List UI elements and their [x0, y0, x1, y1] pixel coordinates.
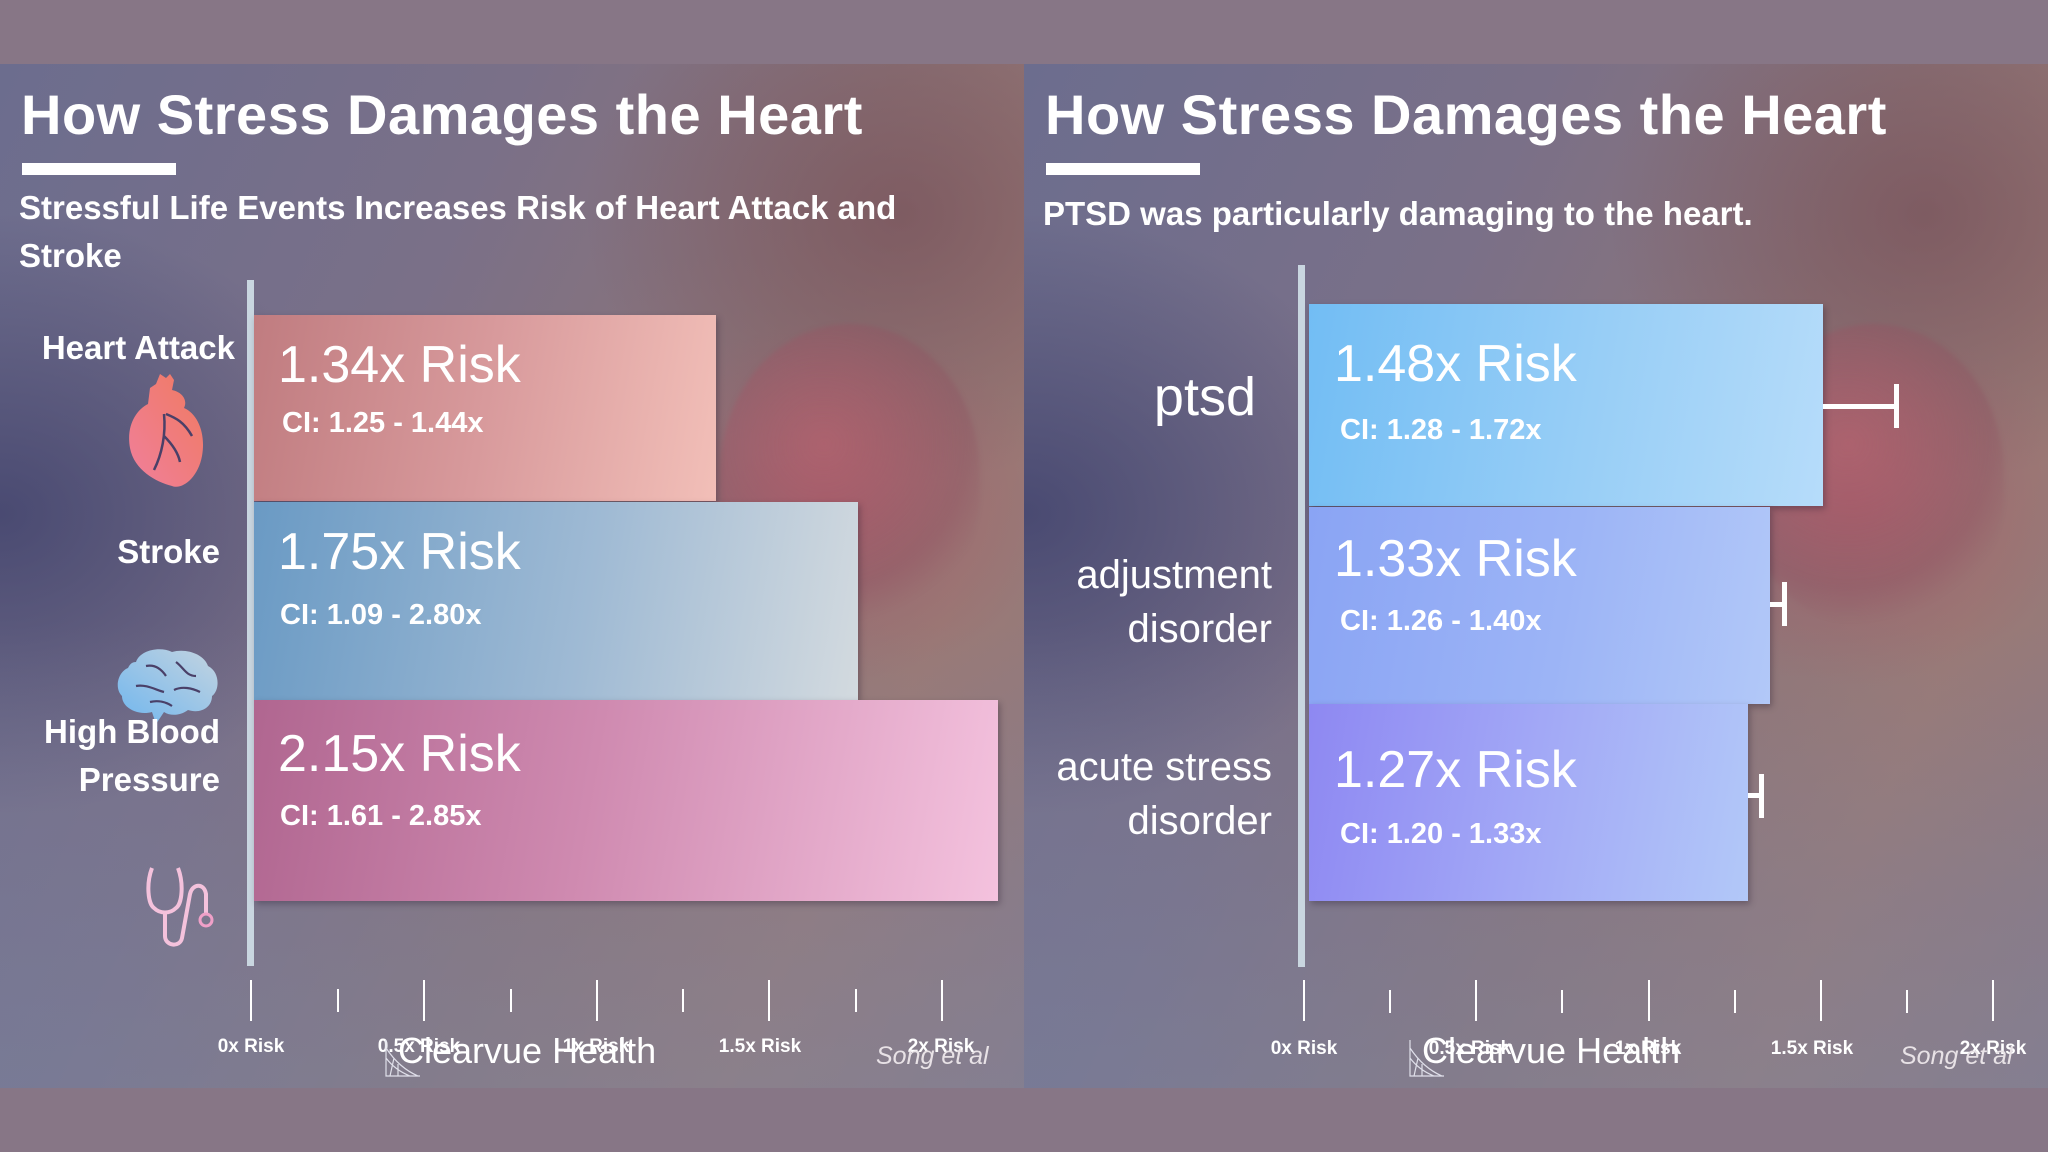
stethoscope-icon — [146, 867, 214, 947]
x-tick-label: 1x Risk — [562, 1036, 630, 1057]
x-tick-label: 2x Risk — [1959, 1038, 2027, 1059]
risk-label: 1.75x Risk — [278, 523, 521, 581]
risk-label: 1.33x Risk — [1334, 530, 1577, 588]
category-label-acute-stress-disorder: acute stress disorder — [1024, 740, 1272, 848]
error-bar-acute — [1748, 793, 1764, 798]
citation: Song et al — [876, 1042, 989, 1070]
category-label-line2: disorder — [1127, 799, 1272, 843]
error-bar-cap-adjustment — [1782, 582, 1787, 626]
x-tick-label: 2x Risk — [907, 1036, 975, 1057]
clearvue-logo-icon — [1409, 1040, 1444, 1077]
x-tick-label: 0.5x Risk — [377, 1036, 461, 1057]
ci-label: CI: 1.20 - 1.33x — [1340, 818, 1542, 850]
bar-adjustment-disorder: 1.33x Risk CI: 1.26 - 1.40x — [1309, 507, 1770, 704]
x-tick-label: 1x Risk — [1614, 1038, 1682, 1059]
chart-title: How Stress Damages the Heart — [21, 83, 863, 146]
bar-stroke: 1.75x Risk CI: 1.09 - 2.80x — [254, 502, 858, 700]
category-label-line1: adjustment — [1076, 553, 1272, 597]
brand-name: Clearvue Health — [398, 1030, 657, 1071]
ci-label: CI: 1.25 - 1.44x — [282, 407, 484, 439]
x-tick-label: 0.5x Risk — [1428, 1038, 1512, 1059]
risk-label: 1.34x Risk — [278, 336, 521, 394]
right-chart-panel: How Stress Damages the Heart PTSD was pa… — [1024, 64, 2048, 1088]
category-label-adjustment-disorder: adjustment disorder — [1024, 548, 1272, 656]
bar-high-blood-pressure: 2.15x Risk CI: 1.61 - 2.85x — [254, 700, 998, 901]
x-tick-label: 1.5x Risk — [1770, 1038, 1854, 1059]
y-axis-line — [1298, 265, 1305, 967]
error-bar-ptsd — [1823, 404, 1899, 409]
major-tick — [1475, 980, 1477, 1021]
brand-name: Clearvue Health — [1422, 1030, 1681, 1071]
error-bar-cap-ptsd — [1894, 384, 1899, 428]
major-tick — [1820, 980, 1822, 1021]
bar-heart-attack: 1.34x Risk CI: 1.25 - 1.44x — [254, 315, 716, 501]
chart-subtitle: PTSD was particularly damaging to the he… — [1043, 195, 1753, 232]
major-tick — [768, 980, 770, 1021]
minor-tick — [682, 989, 684, 1012]
error-bar-adjustment — [1770, 602, 1787, 607]
chart-subtitle: Stressful Life Events Increases Risk of … — [19, 189, 897, 274]
brain-icon — [117, 649, 218, 724]
minor-tick — [1389, 990, 1391, 1013]
ci-label: CI: 1.26 - 1.40x — [1340, 605, 1542, 637]
x-tick-label: 1.5x Risk — [718, 1036, 802, 1057]
major-tick — [250, 980, 252, 1021]
x-tick-label: 0x Risk — [217, 1036, 285, 1057]
ci-label: CI: 1.28 - 1.72x — [1340, 414, 1542, 446]
category-label-heart-attack: Heart Attack — [41, 329, 235, 366]
major-tick — [941, 980, 943, 1021]
ci-label: CI: 1.61 - 2.85x — [280, 800, 482, 832]
y-axis-line — [247, 280, 254, 966]
error-bar-cap-acute — [1759, 774, 1764, 818]
clearvue-logo-icon — [385, 1040, 420, 1077]
ci-label: CI: 1.09 - 2.80x — [280, 599, 482, 631]
major-tick — [1648, 980, 1650, 1021]
minor-tick — [510, 989, 512, 1012]
x-tick-label: 0x Risk — [1270, 1038, 1338, 1059]
risk-label: 1.27x Risk — [1334, 741, 1577, 799]
minor-tick — [337, 989, 339, 1012]
category-label-line1: High Blood — [44, 713, 220, 750]
category-label-high-blood-pressure: High Blood Pressure — [10, 708, 220, 804]
major-tick — [423, 980, 425, 1021]
category-label-line1: acute stress — [1056, 745, 1272, 789]
major-tick — [1992, 980, 1994, 1021]
category-label-ptsd: ptsd — [1153, 367, 1256, 427]
category-label-line2: disorder — [1127, 607, 1272, 651]
bar-acute-stress-disorder: 1.27x Risk CI: 1.20 - 1.33x — [1309, 704, 1748, 901]
bar-ptsd: 1.48x Risk CI: 1.28 - 1.72x — [1309, 304, 1823, 506]
chart-title: How Stress Damages the Heart — [1045, 83, 1887, 146]
minor-tick — [1906, 990, 1908, 1013]
category-label-stroke: Stroke — [117, 533, 220, 570]
title-underline — [1046, 163, 1200, 175]
risk-label: 1.48x Risk — [1334, 335, 1577, 393]
minor-tick — [1561, 990, 1563, 1013]
minor-tick — [855, 989, 857, 1012]
title-underline — [22, 163, 176, 175]
heart-organ-icon — [129, 374, 204, 487]
major-tick — [596, 980, 598, 1021]
major-tick — [1303, 980, 1305, 1021]
left-chart-panel: How Stress Damages the Heart Stressful L… — [0, 64, 1024, 1088]
minor-tick — [1734, 990, 1736, 1013]
citation: Song et al — [1900, 1042, 2013, 1070]
risk-label: 2.15x Risk — [278, 725, 521, 783]
category-label-line2: Pressure — [78, 761, 220, 798]
